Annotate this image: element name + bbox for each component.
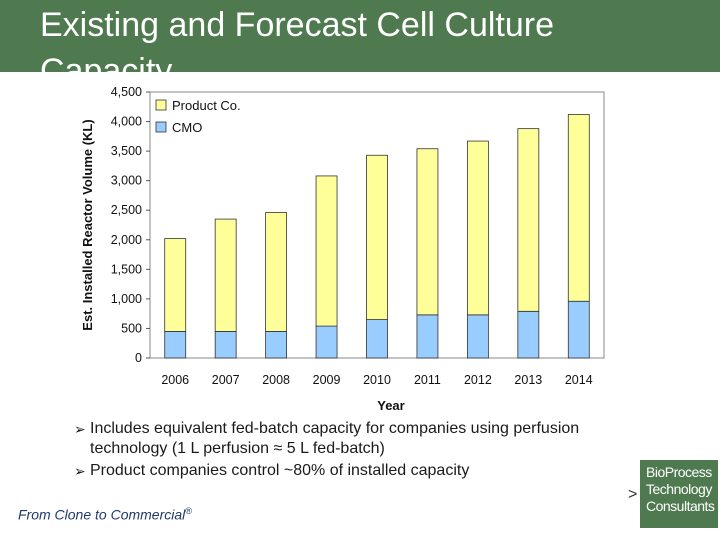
y-axis-label: Est. Installed Reactor Volume (KL) — [80, 119, 95, 330]
bar-cmo — [265, 330, 288, 359]
x-tick-label: 2012 — [464, 373, 492, 387]
bar-product-co — [315, 175, 338, 327]
bullet-list: ➢ Includes equivalent fed-batch capacity… — [74, 419, 594, 483]
bar-cmo — [164, 330, 187, 359]
legend-swatch — [155, 99, 167, 111]
x-tick-label: 2007 — [212, 373, 240, 387]
logo-line: BioProcess — [646, 464, 712, 480]
chart-container: 0 500 1,000 1,500 2,000 2,500 3,000 3,500 4,000 4… — [78, 72, 618, 420]
bar-cmo — [366, 319, 388, 359]
bar-product-co — [366, 154, 388, 320]
title-bar: Existing and Forecast Cell Culture Capac… — [0, 0, 720, 72]
bar-cmo — [315, 325, 338, 359]
y-tick-label: 0 — [135, 351, 142, 365]
legend-swatch — [155, 121, 167, 133]
stacked-bar-chart: 0 500 1,000 1,500 2,000 2,500 3,000 3,500 4,000 4… — [80, 85, 605, 413]
x-axis-label: Year — [377, 398, 404, 413]
arrow-right-icon: ➢ — [74, 463, 86, 479]
bar-product-co — [265, 212, 288, 332]
bullet-text: Includes equivalent fed-batch capacity f… — [90, 420, 580, 457]
x-tick-label: 2013 — [514, 373, 542, 387]
y-tick-label: 4,500 — [111, 85, 142, 99]
footer-tagline: From Clone to Commercial® — [18, 506, 192, 523]
y-tick-label: 1,500 — [111, 262, 142, 276]
y-tick-label: 2,500 — [111, 203, 142, 217]
bar-product-co — [214, 218, 237, 332]
bar-cmo — [567, 300, 590, 359]
chart-axes: 0 500 1,000 1,500 2,000 2,500 3,000 3,500 4,000 4… — [80, 85, 605, 413]
x-tick-label: 2008 — [262, 373, 290, 387]
bullet-item: ➢ Includes equivalent fed-batch capacity… — [74, 419, 594, 459]
y-tick-label: 2,000 — [111, 233, 142, 247]
chart-legend: Product Co. CMO — [155, 98, 241, 135]
x-tick-label: 2009 — [313, 373, 341, 387]
footer-text: From Clone to Commercial — [18, 506, 186, 523]
logo-line: Consultants — [646, 498, 715, 514]
chart-bars — [164, 114, 590, 359]
bar-product-co — [164, 238, 187, 332]
arrow-right-icon: ➢ — [74, 421, 86, 437]
bullet-item: ➢ Product companies control ~80% of inst… — [74, 461, 594, 481]
x-tick-label: 2010 — [363, 373, 391, 387]
x-tick-label: 2006 — [161, 373, 189, 387]
bar-product-co — [416, 148, 439, 316]
y-tick-label: 3,500 — [111, 144, 142, 158]
legend-label: CMO — [172, 120, 202, 135]
x-tick-label: 2011 — [414, 373, 441, 387]
y-tick-label: 4,000 — [111, 115, 142, 129]
y-tick-label: 500 — [121, 321, 142, 335]
bar-product-co — [466, 140, 489, 316]
logo-arrow: > — [628, 486, 638, 503]
y-tick-label: 3,000 — [111, 174, 142, 188]
bar-cmo — [466, 314, 489, 359]
x-tick-label: 2014 — [565, 373, 593, 387]
bullet-text: Product companies control ~80% of instal… — [90, 462, 470, 479]
registered-mark: ® — [185, 506, 192, 516]
y-tick-label: 1,000 — [111, 292, 142, 306]
logo-line: Technology — [646, 481, 712, 497]
bar-cmo — [416, 314, 439, 359]
bar-product-co — [517, 128, 540, 312]
company-logo: BioProcess Technology Consultants — [640, 460, 718, 528]
bar-product-co — [567, 114, 590, 302]
bar-cmo — [214, 330, 237, 359]
bar-cmo — [517, 310, 540, 359]
slide-title: Existing and Forecast Cell Culture Capac… — [40, 6, 555, 72]
legend-label: Product Co. — [172, 98, 241, 113]
